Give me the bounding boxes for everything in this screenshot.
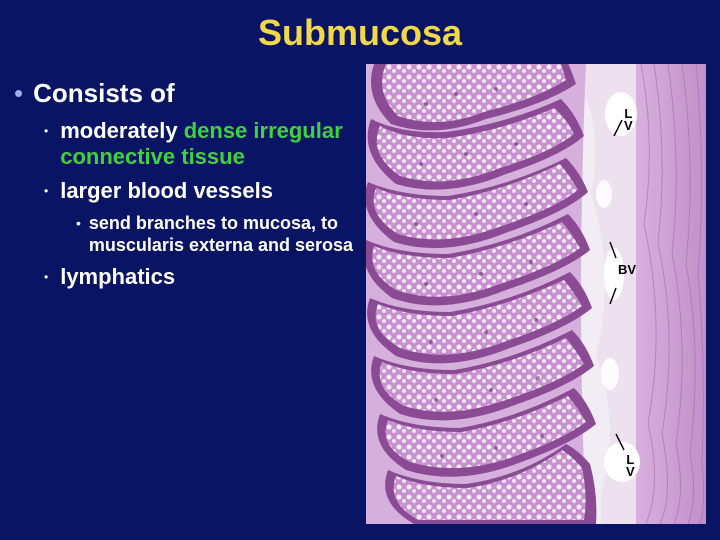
bullet-dot-icon: • — [14, 78, 23, 108]
bullet-level2: • larger blood vessels — [44, 178, 360, 204]
bullet-dot-icon: • — [44, 264, 48, 290]
label-lv-top: L V — [624, 108, 633, 132]
bullet-text: send branches to mucosa, to muscularis e… — [89, 212, 360, 256]
text-plain: moderately — [60, 118, 184, 143]
bullet-dot-icon: • — [44, 178, 48, 204]
content-area: • Consists of • moderately dense irregul… — [0, 64, 720, 534]
histology-svg — [366, 64, 706, 524]
text-column: • Consists of • moderately dense irregul… — [0, 64, 360, 534]
histology-image: L V BV L V — [366, 64, 706, 524]
label-lv-bottom: L V — [626, 454, 635, 478]
bullet-dot-icon: • — [76, 212, 81, 234]
bullet-text: moderately dense irregular connective ti… — [60, 118, 360, 170]
bullet-text: lymphatics — [60, 264, 175, 290]
image-column: L V BV L V — [360, 64, 720, 534]
label-bv: BV — [618, 264, 636, 276]
bullet-text: Consists of — [33, 78, 175, 108]
bullet-level1: • Consists of — [14, 78, 360, 108]
slide-title: Submucosa — [0, 0, 720, 64]
bullet-level2: • moderately dense irregular connective … — [44, 118, 360, 170]
bullet-level2: • lymphatics — [44, 264, 360, 290]
bullet-level3: • send branches to mucosa, to muscularis… — [76, 212, 360, 256]
bullet-dot-icon: • — [44, 118, 48, 144]
bullet-text: larger blood vessels — [60, 178, 273, 204]
